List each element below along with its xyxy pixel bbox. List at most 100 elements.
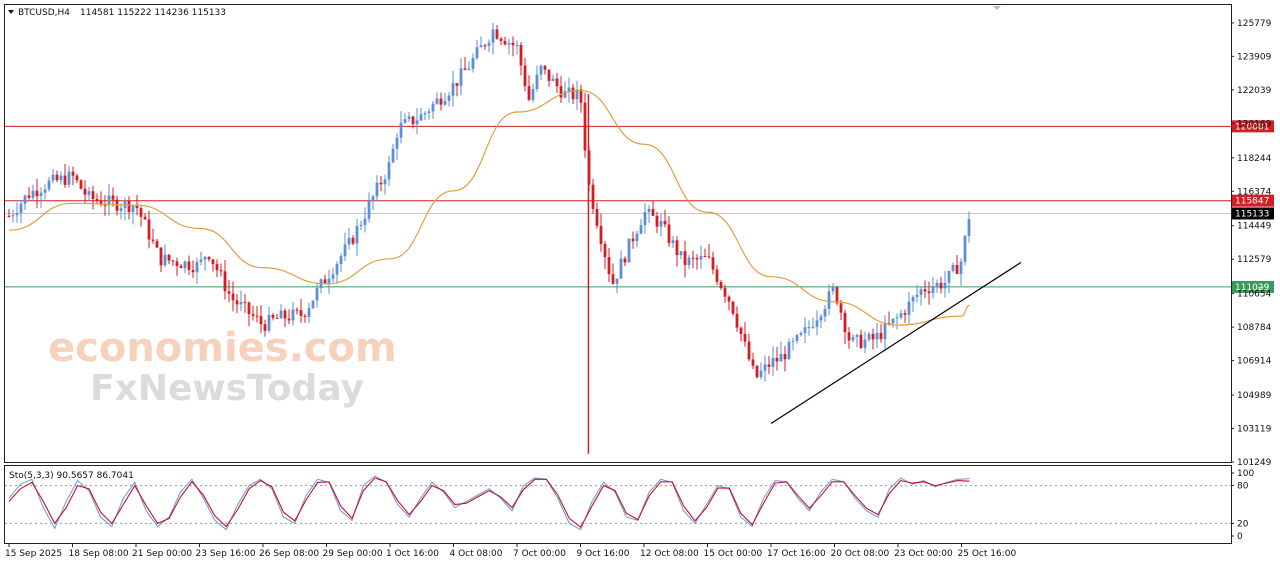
candle: [335, 261, 339, 284]
candle: [651, 200, 655, 217]
candle: [571, 83, 575, 104]
candle: [163, 244, 167, 268]
candle: [175, 257, 179, 276]
candle: [515, 40, 519, 55]
candle: [699, 245, 703, 269]
candle: [899, 309, 903, 320]
x-tick-label: 17 Oct 16:00: [767, 549, 826, 559]
candle: [47, 176, 51, 192]
candle: [347, 227, 351, 250]
candle: [171, 259, 175, 266]
candle: [407, 112, 411, 123]
candle: [71, 166, 75, 186]
x-tick-label: 29 Sep 00:00: [323, 549, 383, 559]
y-tick-label: 123909: [1237, 52, 1272, 62]
candle: [667, 216, 671, 247]
candle: [671, 235, 675, 248]
candle: [155, 238, 159, 248]
candle: [703, 248, 707, 258]
y-tick-label: 108784: [1237, 323, 1272, 333]
candle: [203, 255, 207, 271]
candle: [299, 298, 303, 323]
candle: [35, 178, 39, 209]
candle: [635, 230, 639, 248]
x-tick-label: 15 Oct 00:00: [704, 549, 763, 559]
candle: [435, 92, 439, 105]
candle: [611, 263, 615, 285]
candle: [143, 213, 147, 220]
candle: [131, 204, 135, 225]
candle: [27, 187, 31, 200]
y-tick-label: 116374: [1237, 187, 1272, 197]
candle: [227, 279, 231, 303]
scroll-marker-icon[interactable]: [993, 6, 1001, 10]
candle: [363, 207, 367, 233]
candle: [119, 203, 123, 220]
candle: [199, 251, 203, 266]
candle: [91, 185, 95, 210]
candle: [259, 305, 263, 334]
candle: [863, 331, 867, 354]
candle: [467, 61, 471, 71]
candle: [443, 93, 447, 106]
candle: [159, 247, 163, 273]
candle: [263, 319, 267, 337]
candle: [659, 213, 663, 237]
candle: [851, 334, 855, 343]
candle: [107, 183, 111, 216]
candle: [239, 290, 243, 312]
candle: [411, 115, 415, 129]
candle: [915, 284, 919, 303]
watermark-fxnewstoday: FxNewsToday: [90, 368, 364, 409]
x-tick-label: 12 Oct 08:00: [640, 549, 699, 559]
candle: [691, 250, 695, 269]
candle: [311, 300, 315, 309]
candle: [747, 333, 751, 362]
candle: [539, 64, 543, 81]
watermark-economies: economies.com: [48, 325, 397, 371]
candle: [555, 72, 559, 94]
candle: [643, 203, 647, 234]
candle: [843, 309, 847, 345]
y-tick-label: 112579: [1237, 255, 1272, 265]
candle: [831, 283, 835, 295]
x-tick-label: 25 Oct 16:00: [958, 549, 1017, 559]
candle: [11, 209, 15, 223]
candle: [711, 251, 715, 275]
candle: [719, 279, 723, 290]
candle: [499, 36, 503, 46]
candle: [911, 295, 915, 313]
candle: [399, 111, 403, 144]
candle: [731, 300, 735, 316]
candle: [419, 107, 423, 122]
ohlc-readout: 114581 115222 114236 115133: [80, 8, 226, 18]
y-tick-label: 101249: [1237, 458, 1272, 468]
candle: [687, 255, 691, 270]
stoch-d-line: [8, 477, 970, 529]
candle: [743, 322, 747, 347]
candle: [187, 255, 191, 276]
candle: [867, 331, 871, 342]
candle: [63, 164, 67, 188]
candle: [903, 309, 907, 323]
candle: [935, 279, 939, 293]
candle: [871, 328, 875, 350]
candle: [655, 211, 659, 233]
candle: [735, 306, 739, 332]
chevron-down-icon[interactable]: [8, 10, 14, 14]
candle: [799, 331, 803, 337]
x-tick-label: 20 Oct 08:00: [831, 549, 890, 559]
x-tick-label: 15 Sep 2025: [5, 549, 62, 559]
candle: [235, 294, 239, 314]
candle: [663, 209, 667, 228]
candle: [575, 80, 579, 111]
ascending-trendline[interactable]: [770, 261, 1022, 425]
candle: [383, 174, 387, 195]
x-tick-label: 23 Oct 00:00: [894, 549, 953, 559]
candle: [327, 269, 331, 294]
candle: [535, 65, 539, 92]
candle: [955, 255, 959, 275]
candle: [279, 304, 283, 319]
candle: [271, 312, 275, 321]
candle: [607, 248, 611, 283]
